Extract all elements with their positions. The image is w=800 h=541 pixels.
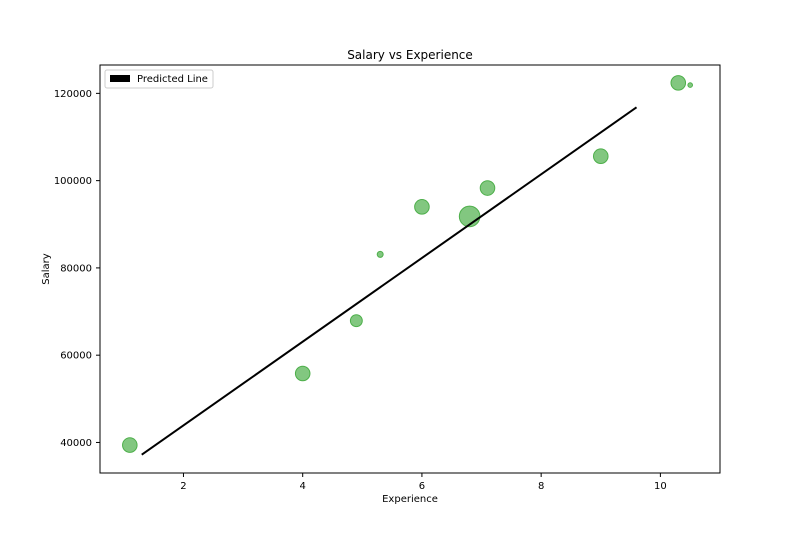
x-tick-label-2: 2 (180, 481, 186, 492)
scatter-point-4 (414, 199, 430, 215)
x-tick-label-4: 4 (300, 481, 306, 492)
scatter-point-2 (349, 314, 363, 328)
predicted-line-layer (141, 106, 638, 456)
scatter-point-8 (670, 75, 687, 91)
scatter-point-1 (294, 365, 311, 382)
x-tick-label-8: 8 (538, 481, 544, 492)
scatter-point-9 (687, 82, 693, 88)
x-tick-label-6: 6 (419, 481, 425, 492)
y-tick-label-60000: 60000 (60, 351, 92, 362)
x-axis-label: Experience (382, 494, 438, 505)
predicted-line (141, 106, 638, 456)
plot-area-frame (99, 64, 721, 474)
chart-title: Salary vs Experience (347, 48, 473, 62)
y-tick-label-80000: 80000 (60, 263, 92, 274)
y-axis-ticks: 40000 60000 80000 100000 120000 (54, 89, 100, 449)
scatter-point-7 (592, 148, 609, 164)
y-tick-label-100000: 100000 (54, 176, 92, 187)
scatter-point-3 (376, 250, 384, 258)
y-tick-label-40000: 40000 (60, 438, 92, 449)
legend: Predicted Line (104, 69, 214, 89)
scatter-point-6 (479, 180, 496, 196)
y-tick-label-120000: 120000 (54, 89, 92, 100)
scatter-point-0 (122, 437, 138, 453)
y-axis-label: Salary (41, 253, 52, 284)
x-axis-ticks: 2 4 6 8 10 (180, 473, 667, 492)
legend-label-predicted-line: Predicted Line (137, 74, 208, 85)
legend-swatch-predicted-line (110, 75, 130, 82)
scatter-points (122, 75, 693, 453)
legend-box (104, 69, 214, 89)
x-tick-label-10: 10 (654, 481, 667, 492)
